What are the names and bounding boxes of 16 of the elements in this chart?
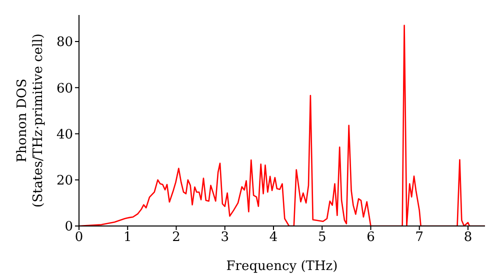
x-tick-label: 7: [415, 230, 424, 246]
x-tick-label: 6: [366, 230, 375, 246]
x-tick-label: 3: [220, 230, 230, 246]
y-axis-title: Phonon DOS (States/THz·primitive cell): [15, 33, 46, 208]
y-tick-label: 0: [64, 220, 73, 235]
x-tick-label: 8: [464, 230, 472, 246]
y-tick-label: 20: [56, 173, 73, 188]
x-tick-label: 2: [172, 230, 180, 246]
x-axis-title: Frequency (THz): [226, 259, 338, 274]
x-tick-label: 5: [318, 230, 326, 246]
x-tick-label: 4: [269, 230, 278, 246]
y-tick-label: 80: [56, 35, 73, 50]
x-tick-label: 1: [123, 230, 132, 246]
y-tick-label: 40: [56, 127, 73, 142]
x-tick-label: 0: [74, 230, 84, 246]
y-tick-label: 60: [56, 81, 73, 96]
